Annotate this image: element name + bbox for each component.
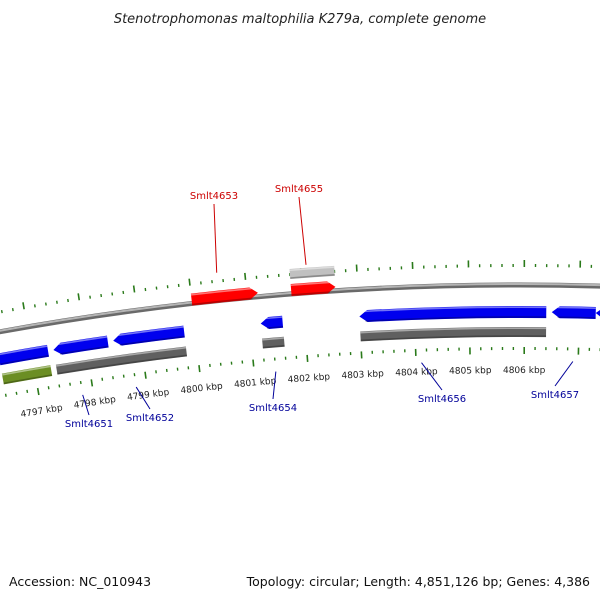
feature-Smlt4654 [260, 315, 284, 329]
major-tick [144, 371, 147, 379]
major-tick [132, 285, 136, 293]
major-tick [244, 272, 247, 280]
feature-Smlt4656 [359, 306, 547, 323]
scale-label: 4798 kbp [73, 395, 117, 411]
label-leader-line [298, 196, 307, 265]
scale-label: 4799 kbp [127, 388, 171, 404]
gene-label-Smlt4655: Smlt4655 [275, 184, 323, 265]
map-title: Stenotrophomonas maltophilia K279a, comp… [114, 12, 486, 27]
minor-tick [26, 389, 29, 394]
minor-tick [15, 391, 18, 395]
accession-label: Accession: NC_010943 [9, 574, 151, 589]
minor-tick [4, 393, 7, 397]
major-tick [77, 293, 81, 301]
feature-Smlt4655 [290, 281, 336, 296]
scale-label: 4800 kbp [180, 382, 224, 397]
feature-gene-4654 [262, 336, 285, 349]
label-leader-line [213, 203, 218, 273]
gene-label-Smlt4657: Smlt4657 [531, 361, 579, 401]
scale-label: 4803 kbp [341, 369, 384, 381]
feature-layer [0, 265, 600, 385]
scale-label: 4806 kbp [503, 366, 546, 376]
feature-Smlt4653 [190, 287, 258, 306]
minor-tick [0, 310, 3, 314]
minor-tick [11, 308, 14, 312]
gene-label-text: Smlt4654 [249, 403, 297, 414]
gene-label-Smlt4654: Smlt4654 [249, 371, 297, 414]
gene-label-text: Smlt4656 [418, 394, 466, 405]
label-leader-line [421, 362, 443, 391]
feature-Smlt4655-gene [289, 265, 335, 280]
scale-label: 4797 kbp [20, 403, 64, 420]
gene-label-text: Smlt4651 [65, 419, 113, 430]
major-tick [306, 354, 309, 362]
feature-rna-left-edge [1, 365, 53, 385]
major-tick [198, 365, 201, 373]
gene-labels: Smlt4653 Smlt4655 Smlt4651 Smlt4652 Smlt4654… [65, 184, 579, 430]
scale-label: 4801 kbp [234, 376, 277, 390]
gene-label-text: Smlt4653 [190, 191, 238, 202]
major-tick [188, 278, 191, 286]
scale-label: 4804 kbp [395, 367, 438, 379]
label-leader-line [135, 386, 151, 410]
major-tick [22, 302, 25, 310]
major-tick [36, 387, 40, 396]
topology-summary: Topology: circular; Length: 4,851,126 bp… [246, 574, 590, 589]
gene-label-text: Smlt4657 [531, 390, 579, 401]
inner-tick-ring [4, 346, 600, 397]
gene-label-Smlt4652: Smlt4652 [126, 386, 174, 424]
feature-Smlt4657b [595, 309, 600, 317]
gene-label-text: Smlt4655 [275, 184, 323, 195]
feature-Smlt4657a [551, 306, 596, 319]
label-leader-line [272, 371, 277, 400]
gene-label-Smlt4653: Smlt4653 [190, 191, 238, 273]
minor-tick [33, 304, 36, 308]
major-tick [90, 379, 94, 387]
major-tick [252, 359, 255, 367]
feature-gene-4656 [360, 327, 547, 342]
gene-label-Smlt4651: Smlt4651 [65, 394, 113, 430]
feature-Smlt4651 [53, 335, 109, 355]
outer-tick-ring [0, 259, 593, 314]
feature-cds-left-edge [0, 344, 49, 366]
gene-label-text: Smlt4652 [126, 413, 174, 424]
scale-label: 4802 kbp [287, 372, 330, 385]
feature-gene-4651-4652 [55, 346, 188, 375]
label-leader-line [554, 361, 574, 387]
scale-label: 4805 kbp [449, 366, 492, 377]
gene-label-Smlt4656: Smlt4656 [418, 362, 466, 405]
label-leader-line [82, 394, 90, 416]
feature-Smlt4652 [113, 325, 185, 346]
